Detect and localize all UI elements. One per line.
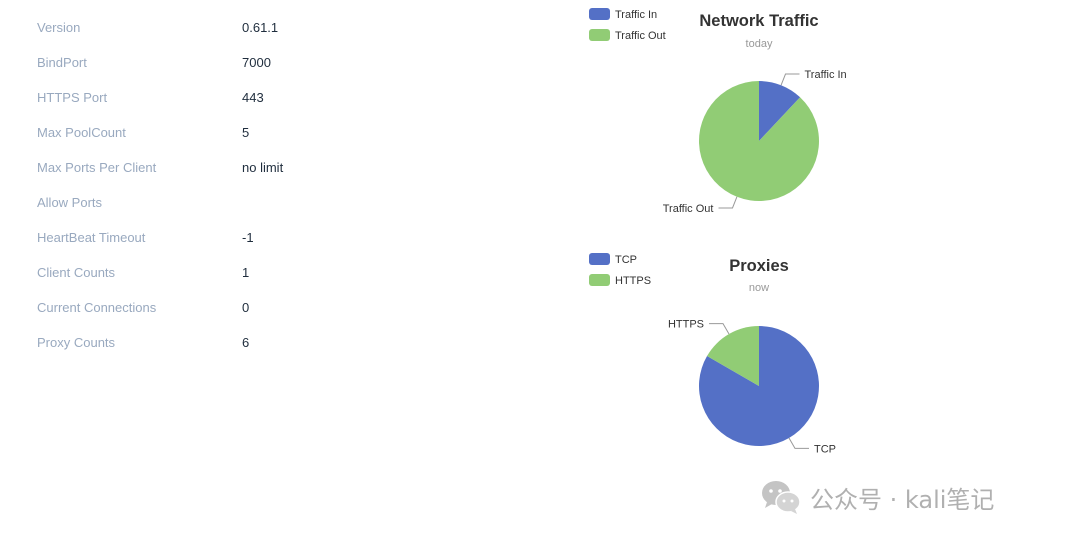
slice-label-line (718, 196, 738, 209)
watermark: 公众号 · kali笔记 (760, 478, 994, 516)
info-row-max-ports-per-client: Max Ports Per Client no limit (37, 150, 283, 185)
pie-slice[interactable] (699, 81, 819, 201)
server-info-table: Version 0.61.1 BindPort 7000 HTTPS Port … (37, 10, 283, 360)
legend-label[interactable]: TCP (615, 254, 637, 266)
info-label: Max Ports Per Client (37, 160, 157, 175)
info-row-allow-ports: Allow Ports (37, 185, 283, 220)
pie-slice[interactable] (707, 326, 759, 386)
legend-label[interactable]: HTTPS (615, 275, 651, 287)
legend-swatch[interactable] (589, 8, 610, 20)
info-value: -1 (242, 230, 254, 245)
info-label: BindPort (37, 55, 87, 70)
chart-subtitle: now (749, 282, 769, 294)
proxies-chart: Proxies now TCP HTTPS TCP HTTPS (580, 245, 940, 475)
legend-swatch[interactable] (589, 253, 610, 265)
info-value: 1 (242, 265, 250, 280)
info-row-max-poolcount: Max PoolCount 5 (37, 115, 283, 150)
info-value: 5 (242, 125, 250, 140)
slice-label: TCP (814, 443, 836, 455)
info-row-client-counts: Client Counts 1 (37, 255, 283, 290)
pie-slice[interactable] (759, 81, 801, 141)
info-row-current-connections: Current Connections 0 (37, 290, 283, 325)
slice-label: Traffic In (805, 69, 847, 81)
info-row-proxy-counts: Proxy Counts 6 (37, 325, 283, 360)
legend-swatch[interactable] (589, 29, 610, 41)
info-value: 0 (242, 300, 250, 315)
info-value: 7000 (242, 55, 271, 70)
info-label: Client Counts (37, 265, 116, 280)
info-row-bindport: BindPort 7000 (37, 45, 283, 80)
info-row-version: Version 0.61.1 (37, 10, 283, 45)
network-traffic-chart: Network Traffic today Traffic In Traffic Ou… (580, 0, 940, 240)
info-value: 6 (242, 335, 250, 350)
info-label: Max PoolCount (37, 125, 126, 140)
legend-label[interactable]: Traffic Out (615, 30, 666, 42)
legend-swatch[interactable] (589, 274, 610, 286)
chart-title: Proxies (729, 257, 789, 275)
info-label: Allow Ports (37, 195, 103, 210)
slice-label-line (788, 437, 809, 449)
legend-label[interactable]: Traffic In (615, 9, 657, 21)
info-value: no limit (242, 160, 284, 175)
network-traffic-pie-svg: Network Traffic today Traffic In Traffic Ou… (589, 8, 847, 215)
info-label: HTTPS Port (37, 90, 108, 105)
slice-label-line (709, 323, 730, 335)
info-label: Current Connections (37, 300, 157, 315)
info-label: Proxy Counts (37, 335, 116, 350)
info-label: HeartBeat Timeout (37, 230, 146, 245)
chart-subtitle: today (746, 38, 773, 50)
chart-title: Network Traffic (699, 12, 818, 30)
watermark-text: 公众号 · kali笔记 (810, 485, 995, 514)
info-label: Version (37, 20, 81, 35)
info-value: 0.61.1 (242, 20, 279, 35)
wechat-icon (762, 481, 801, 514)
info-value: 443 (242, 90, 264, 105)
slice-label: HTTPS (668, 319, 704, 331)
slice-label: Traffic Out (663, 203, 714, 215)
proxies-pie-svg: Proxies now TCP HTTPS TCP HTTPS (589, 253, 836, 455)
info-row-https-port: HTTPS Port 443 (37, 80, 283, 115)
info-row-heartbeat-timeout: HeartBeat Timeout -1 (37, 220, 283, 255)
slice-label-line (780, 73, 800, 86)
